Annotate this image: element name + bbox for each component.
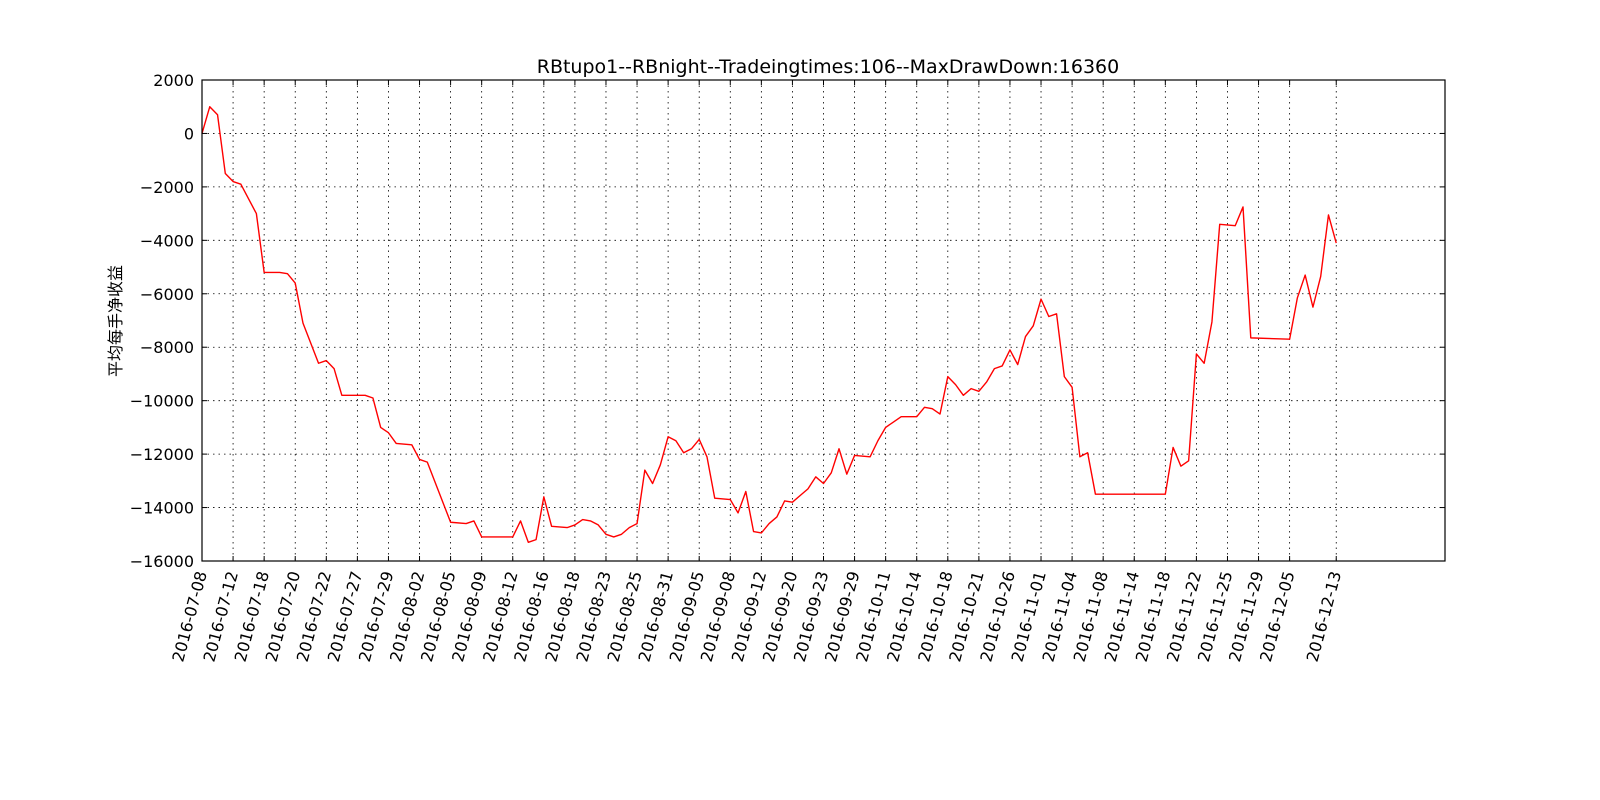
series-line — [201, 106, 1337, 543]
y-tick-label: −8000 — [140, 338, 194, 357]
y-tick-label: −2000 — [140, 178, 194, 197]
y-tick-labels: 2000 0 −2000 −4000 −6000 −8000 −10000 −12000 −14… — [130, 71, 194, 571]
grid — [202, 80, 1445, 561]
y-tick-label: −6000 — [140, 285, 194, 304]
x-tick-labels: 2016-07-082016-07-122016-07-182016-07-20… — [168, 569, 1345, 664]
y-tick-label: −14000 — [130, 499, 194, 518]
y-tick-label: −16000 — [130, 552, 194, 571]
plot-frame — [201, 79, 1446, 562]
chart-title: RBtupo1--RBnight--Tradeingtimes:106--Max… — [537, 56, 1119, 78]
x-tick-label: 2016-12-13 — [1303, 569, 1345, 664]
y-tick-label: −10000 — [130, 392, 194, 411]
y-tick-label: −4000 — [140, 231, 194, 250]
y-tick-label: −12000 — [130, 445, 194, 464]
y-tick-label: 2000 — [153, 71, 194, 90]
y-axis-label: 平均每手净收益 — [106, 265, 125, 377]
y-tick-label: 0 — [184, 124, 194, 143]
series-layer — [201, 106, 1337, 543]
